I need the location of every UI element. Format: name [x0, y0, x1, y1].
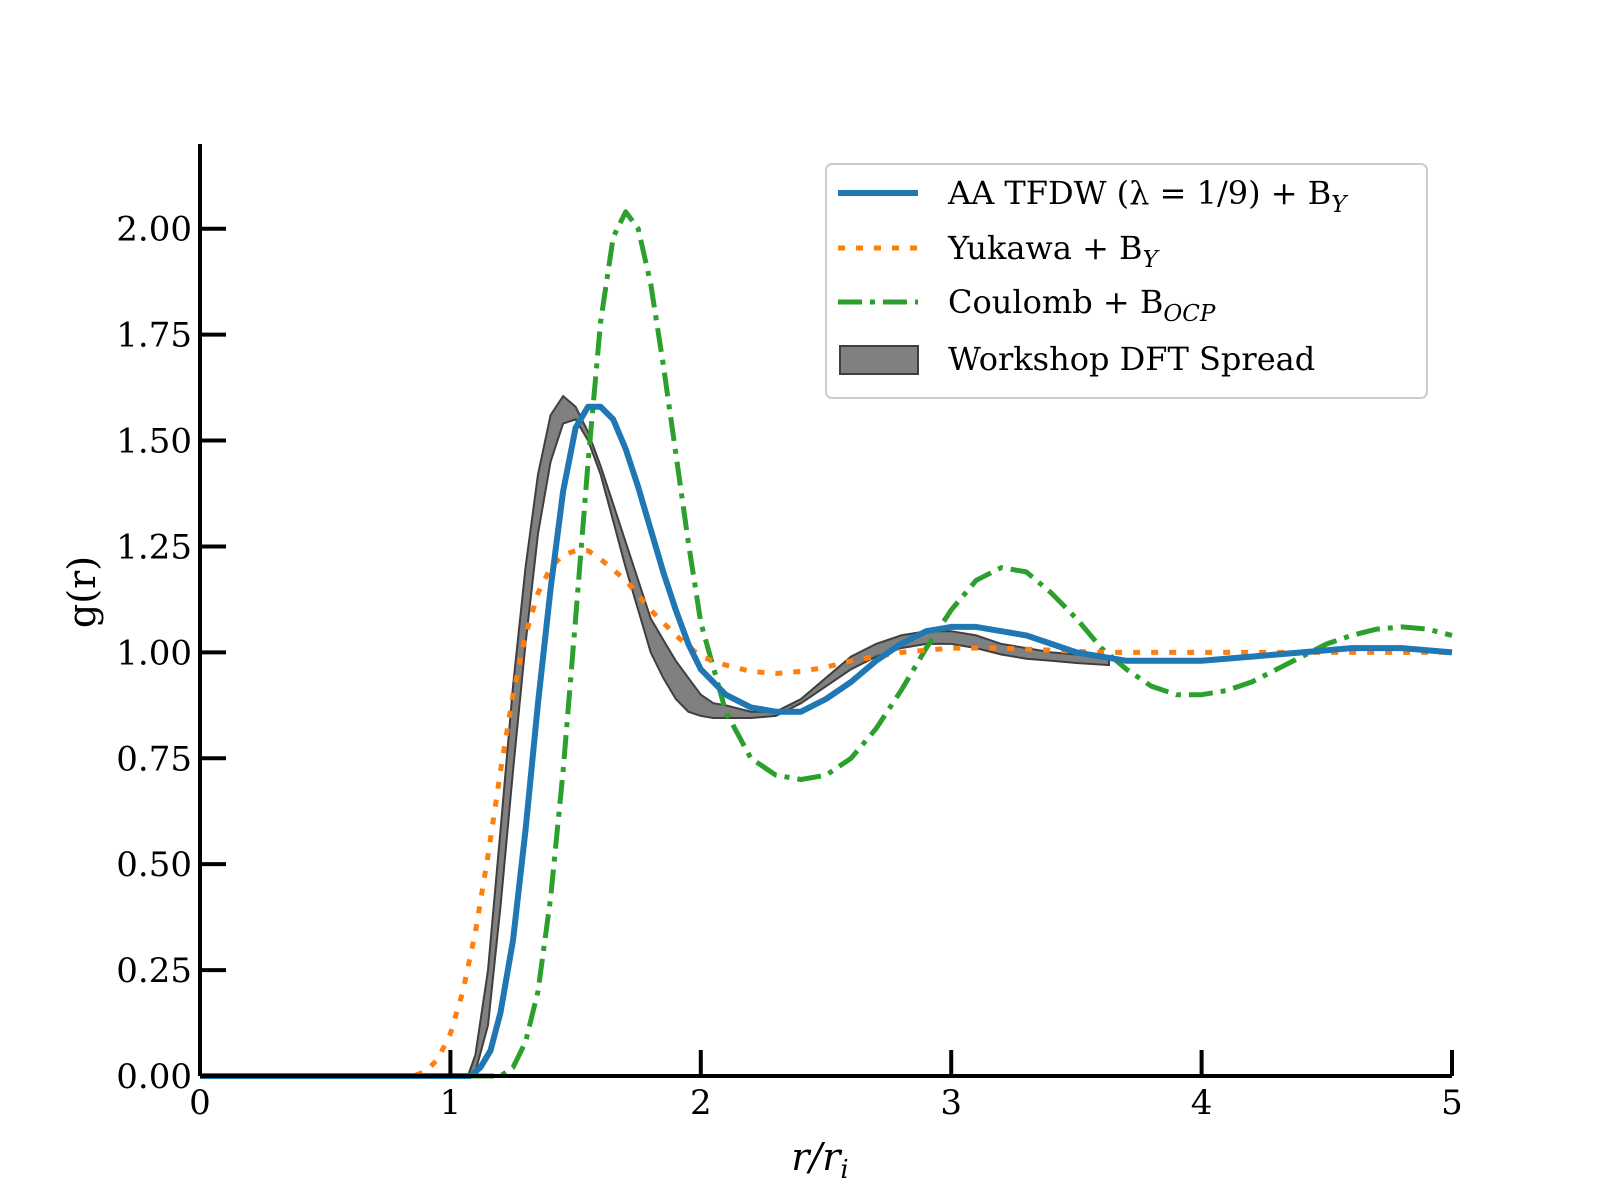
y-tick-label: 1.50	[116, 422, 192, 462]
series-line-0	[200, 403, 1453, 1079]
y-tick-label: 2.00	[116, 210, 192, 250]
y-tick-label: 0.75	[116, 739, 192, 779]
legend-label-yukawa: Yukawa + BY	[947, 229, 1161, 273]
ticks: 0 1 2 3 4 5 0.00 0.25 0.50 0.75 1.00 1.25 1.50 1.75 2.…	[116, 210, 1463, 1123]
y-tick-label: 1.75	[116, 316, 192, 356]
x-tick-label: 5	[1441, 1083, 1463, 1123]
x-axis-label: r/ri	[791, 1135, 848, 1185]
x-tick-label: 0	[189, 1083, 211, 1123]
legend-label-workshop-dft-spread: Workshop DFT Spread	[948, 340, 1315, 378]
x-tick-label: 4	[1191, 1083, 1213, 1123]
plot-area	[200, 209, 1453, 1079]
y-tick-label: 0.50	[116, 845, 192, 885]
axes	[198, 144, 1452, 1078]
y-tick-label: 0.00	[116, 1057, 192, 1097]
legend-frame	[825, 163, 1428, 399]
legend: AA TFDW (λ = 1/9) + BY Yukawa + BY Coulo…	[825, 163, 1428, 399]
legend-swatch-workshop-dft-spread	[839, 345, 919, 375]
x-tick-label: 3	[940, 1083, 962, 1123]
legend-label-coulomb: Coulomb + BOCP	[948, 283, 1216, 327]
y-tick-label: 1.00	[116, 633, 192, 673]
x-tick-label: 1	[440, 1083, 462, 1123]
y-tick-label: 0.25	[116, 951, 192, 991]
x-axis-label-sub: i	[840, 1155, 848, 1185]
series-line-2	[200, 209, 1453, 1079]
y-axis-label: g(r)	[60, 556, 104, 628]
legend-label-aa-tfdw: AA TFDW (λ = 1/9) + BY	[947, 174, 1349, 218]
series-line-1	[200, 548, 1452, 1079]
y-tick-label: 1.25	[116, 527, 192, 567]
x-tick-label: 2	[690, 1083, 712, 1123]
